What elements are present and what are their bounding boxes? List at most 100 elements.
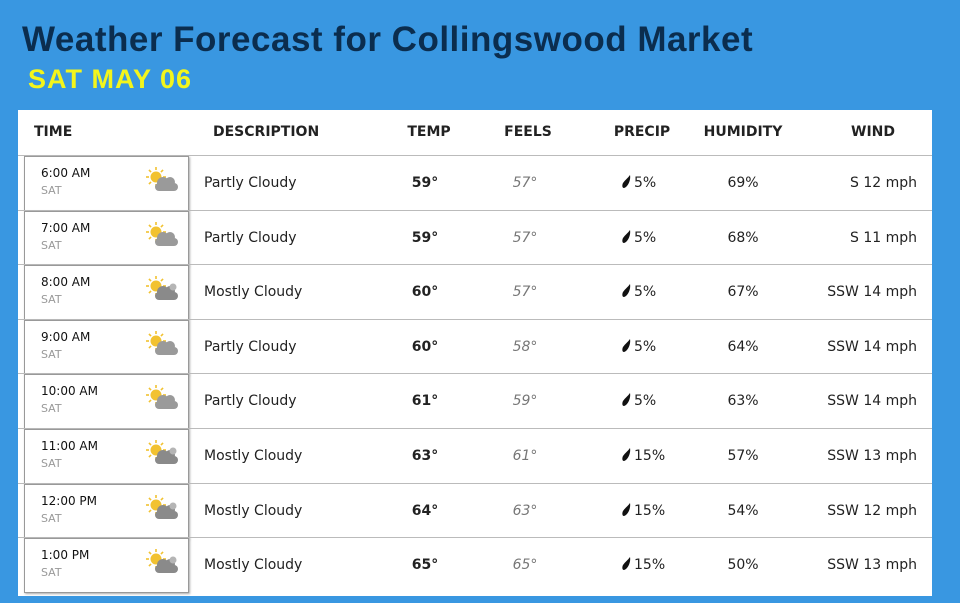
subtitle: SAT MAY 06 [28, 64, 193, 94]
description: Mostly Cloudy [204, 557, 303, 574]
time-cell: 8:00 AM SAT [24, 265, 189, 321]
precip-icon [622, 284, 631, 298]
time: 9:00 AM [41, 329, 91, 344]
icon-holder [143, 276, 181, 308]
precip-icon [622, 448, 631, 461]
precip-value: 5% [634, 393, 657, 410]
day: SAT [41, 457, 62, 470]
precip-icon [622, 393, 631, 407]
time: 8:00 AM [41, 275, 91, 290]
feels: 63° [512, 502, 538, 519]
icon-holder [143, 440, 181, 472]
wind: SSW 14 mph [827, 393, 917, 410]
weather-icon [146, 330, 178, 355]
icon-holder [143, 167, 181, 199]
icon-holder [143, 385, 181, 417]
precip: 15% [622, 557, 665, 573]
forecast-row: 10:00 AM SAT Partly Cloudy 61° 59° 5% 63% SSW 1… [18, 373, 932, 430]
wind: SSW 12 mph [827, 502, 917, 519]
temp: 64° [411, 502, 439, 519]
weather-icon [146, 549, 178, 574]
icon-holder [143, 221, 181, 254]
time: 10:00 AM [41, 384, 98, 399]
precip-value: 5% [634, 284, 657, 301]
description: Partly Cloudy [204, 338, 297, 355]
precip: 5% [622, 229, 657, 246]
time-cell: 7:00 AM SAT [24, 210, 189, 266]
time-cell: 1:00 PM SAT [24, 538, 189, 594]
weather-icon [146, 385, 178, 410]
precip-icon [622, 175, 631, 188]
column-header: PRECIP [613, 124, 671, 140]
description: Partly Cloudy [204, 393, 297, 410]
column-header: FEELS [504, 124, 552, 140]
description: Partly Cloudy [204, 229, 297, 246]
temp: 59° [411, 229, 439, 246]
temp: 60° [411, 284, 439, 301]
time-cell: 9:00 AM SAT [24, 319, 189, 375]
precip: 5% [622, 284, 656, 300]
precip-icon [622, 229, 631, 243]
icon-holder [143, 549, 181, 581]
precip-icon [622, 338, 631, 352]
wind: S 12 mph [850, 175, 917, 191]
wind: SSW 14 mph [827, 338, 917, 355]
wind: SSW 13 mph [827, 448, 917, 464]
time-cell: 6:00 AM SAT [24, 156, 189, 211]
column-header: TIME [34, 124, 73, 140]
precip-icon [622, 502, 631, 516]
day: SAT [41, 511, 62, 525]
temp: 65° [411, 557, 439, 574]
day: SAT [41, 184, 62, 197]
icon-holder [143, 330, 181, 363]
feels: 57° [512, 229, 538, 246]
precip: 5% [622, 175, 656, 191]
forecast-row: 9:00 AM SAT Partly Cloudy 60° 58° 5% 64% SSW 14… [18, 318, 932, 375]
humidity: 50% [727, 557, 759, 574]
day: SAT [41, 402, 62, 416]
time: 11:00 AM [41, 439, 98, 453]
time: 7:00 AM [41, 220, 91, 235]
day: SAT [41, 347, 62, 361]
weather-icon [146, 221, 178, 246]
weather-icon [146, 494, 178, 519]
precip: 5% [622, 393, 656, 409]
feels: 57° [512, 284, 538, 301]
time-cell: 11:00 AM SAT [24, 429, 189, 484]
precip: 15% [622, 502, 666, 519]
humidity: 67% [727, 284, 759, 301]
column-header: DESCRIPTION [213, 124, 320, 140]
forecast-row: 7:00 AM SAT Partly Cloudy 59° 57° 5% 68% S 11 m… [18, 209, 932, 266]
day: SAT [41, 566, 62, 580]
humidity: 57% [727, 448, 759, 464]
forecast-row: 11:00 AM SAT Mostly Cloudy 63° 61° 15% 57% SSW … [18, 428, 932, 484]
temp: 63° [411, 448, 439, 464]
precip-value: 15% [634, 557, 666, 574]
precip-value: 5% [634, 175, 657, 191]
weather-icon [146, 440, 178, 464]
humidity: 69% [727, 175, 759, 191]
wind: SSW 14 mph [827, 284, 917, 301]
wind: SSW 13 mph [827, 557, 917, 574]
wind: S 11 mph [850, 229, 917, 246]
weather-icon [146, 276, 178, 301]
icon-holder [143, 494, 181, 527]
humidity: 54% [727, 502, 759, 519]
precip-icon [622, 557, 631, 571]
column-header: WIND [851, 124, 895, 140]
precip-value: 15% [634, 502, 666, 519]
precip-value: 5% [634, 338, 657, 355]
weather-icon [146, 167, 178, 191]
humidity: 68% [727, 229, 759, 246]
time-cell: 10:00 AM SAT [24, 374, 189, 430]
time: 12:00 PM [41, 493, 97, 508]
time-cell: 12:00 PM SAT [24, 483, 189, 539]
feels: 58° [512, 338, 538, 355]
precip: 15% [622, 448, 665, 464]
forecast-row: 6:00 AM SAT Partly Cloudy 59° 57° 5% 69% S 12 m… [18, 155, 932, 211]
time: 1:00 PM [41, 548, 90, 563]
description: Partly Cloudy [204, 175, 297, 191]
column-header: TEMP [407, 124, 451, 140]
precip-value: 5% [634, 229, 657, 246]
